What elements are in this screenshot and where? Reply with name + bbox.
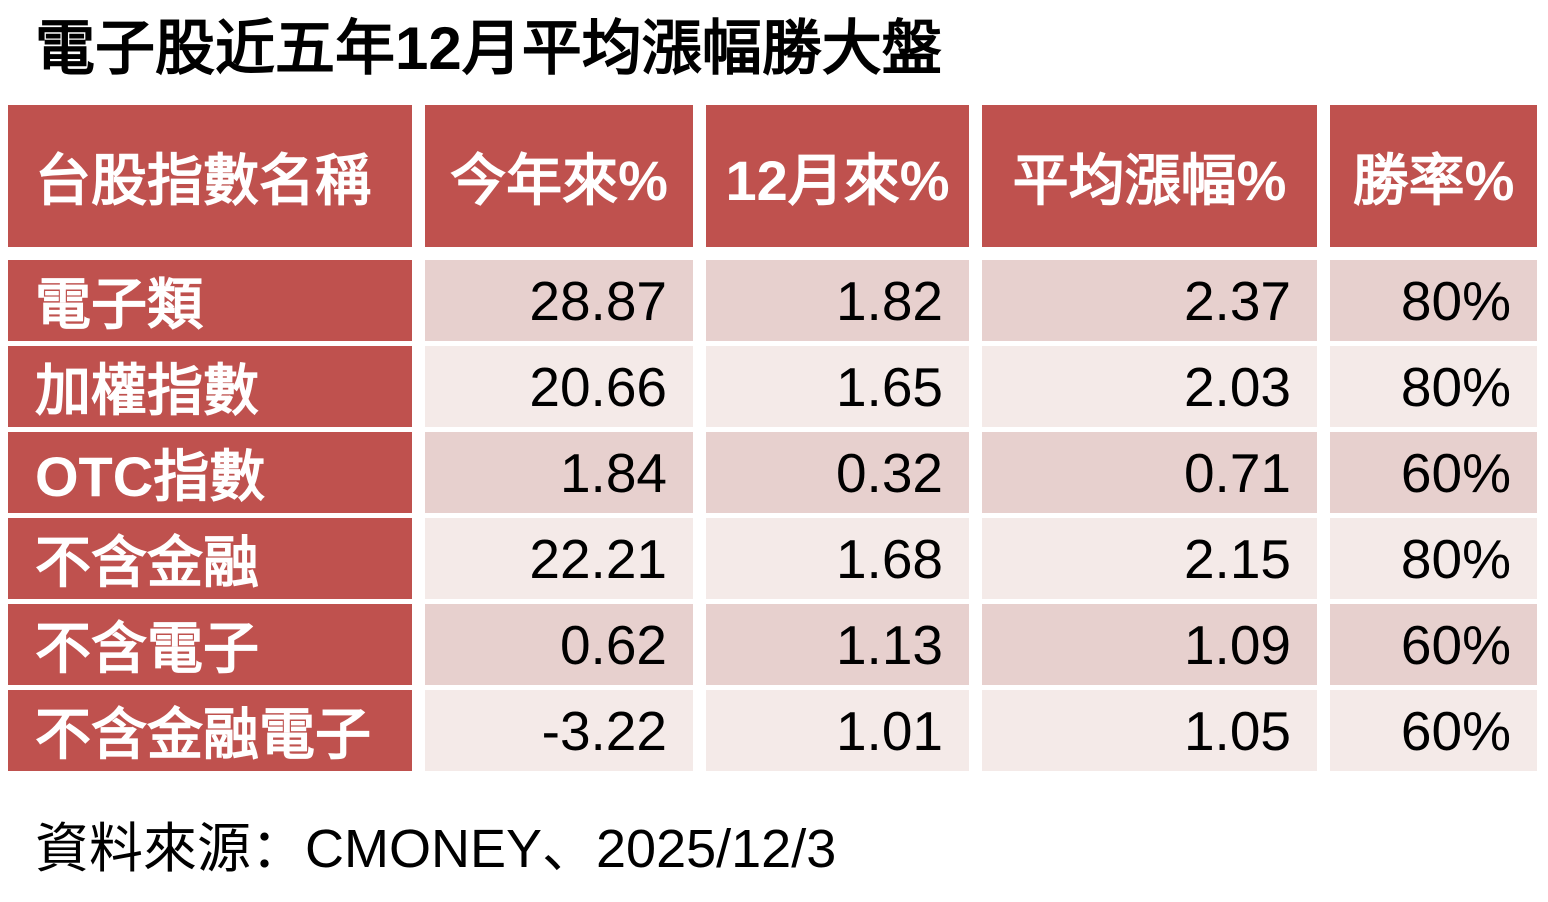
index-name-cell: 加權指數 <box>8 346 412 427</box>
avg-gain-cell: 2.15 <box>982 518 1317 599</box>
december-cell: 1.68 <box>706 518 969 599</box>
december-cell: 0.32 <box>706 432 969 513</box>
table-row-ex-electronics: 不含電子 0.62 1.13 1.09 60% <box>8 604 1537 685</box>
index-name-cell: 不含電子 <box>8 604 412 685</box>
ytd-cell: 1.84 <box>425 432 693 513</box>
ytd-cell: 28.87 <box>425 260 693 341</box>
page: 電子股近五年12月平均漲幅勝大盤 台股指數名稱 今年來% 12月來% 平均漲幅%… <box>0 14 1548 902</box>
win-rate-cell: 60% <box>1330 604 1537 685</box>
ytd-cell: 22.21 <box>425 518 693 599</box>
december-cell: 1.82 <box>706 260 969 341</box>
avg-gain-cell: 2.03 <box>982 346 1317 427</box>
table-header-row: 台股指數名稱 今年來% 12月來% 平均漲幅% 勝率% <box>8 105 1537 247</box>
table-row-electronics: 電子類 28.87 1.82 2.37 80% <box>8 260 1537 341</box>
column-header-avg-gain: 平均漲幅% <box>982 105 1317 247</box>
avg-gain-cell: 2.37 <box>982 260 1317 341</box>
page-title: 電子股近五年12月平均漲幅勝大盤 <box>35 15 942 82</box>
index-name-cell: OTC指數 <box>8 432 412 513</box>
table-row-otc-index: OTC指數 1.84 0.32 0.71 60% <box>8 432 1537 513</box>
index-name-cell: 電子類 <box>8 260 412 341</box>
column-header-ytd: 今年來% <box>425 105 693 247</box>
table-row-ex-financials: 不含金融 22.21 1.68 2.15 80% <box>8 518 1537 599</box>
index-name-cell: 不含金融電子 <box>8 690 412 771</box>
index-performance-table: 台股指數名稱 今年來% 12月來% 平均漲幅% 勝率% 電子類 28.87 1.… <box>8 105 1537 771</box>
win-rate-cell: 80% <box>1330 346 1537 427</box>
index-name-cell: 不含金融 <box>8 518 412 599</box>
december-cell: 1.13 <box>706 604 969 685</box>
ytd-cell: -3.22 <box>425 690 693 771</box>
avg-gain-cell: 1.05 <box>982 690 1317 771</box>
column-header-index-name: 台股指數名稱 <box>8 105 412 247</box>
ytd-cell: 0.62 <box>425 604 693 685</box>
ytd-cell: 20.66 <box>425 346 693 427</box>
column-header-win-rate: 勝率% <box>1330 105 1537 247</box>
table-row-ex-financials-electronics: 不含金融電子 -3.22 1.01 1.05 60% <box>8 690 1537 771</box>
avg-gain-cell: 0.71 <box>982 432 1317 513</box>
december-cell: 1.01 <box>706 690 969 771</box>
column-header-december: 12月來% <box>706 105 969 247</box>
win-rate-cell: 60% <box>1330 432 1537 513</box>
win-rate-cell: 80% <box>1330 518 1537 599</box>
source-note: 資料來源：CMONEY、2025/12/3 <box>35 819 837 879</box>
december-cell: 1.65 <box>706 346 969 427</box>
win-rate-cell: 80% <box>1330 260 1537 341</box>
win-rate-cell: 60% <box>1330 690 1537 771</box>
table-row-weighted-index: 加權指數 20.66 1.65 2.03 80% <box>8 346 1537 427</box>
avg-gain-cell: 1.09 <box>982 604 1317 685</box>
